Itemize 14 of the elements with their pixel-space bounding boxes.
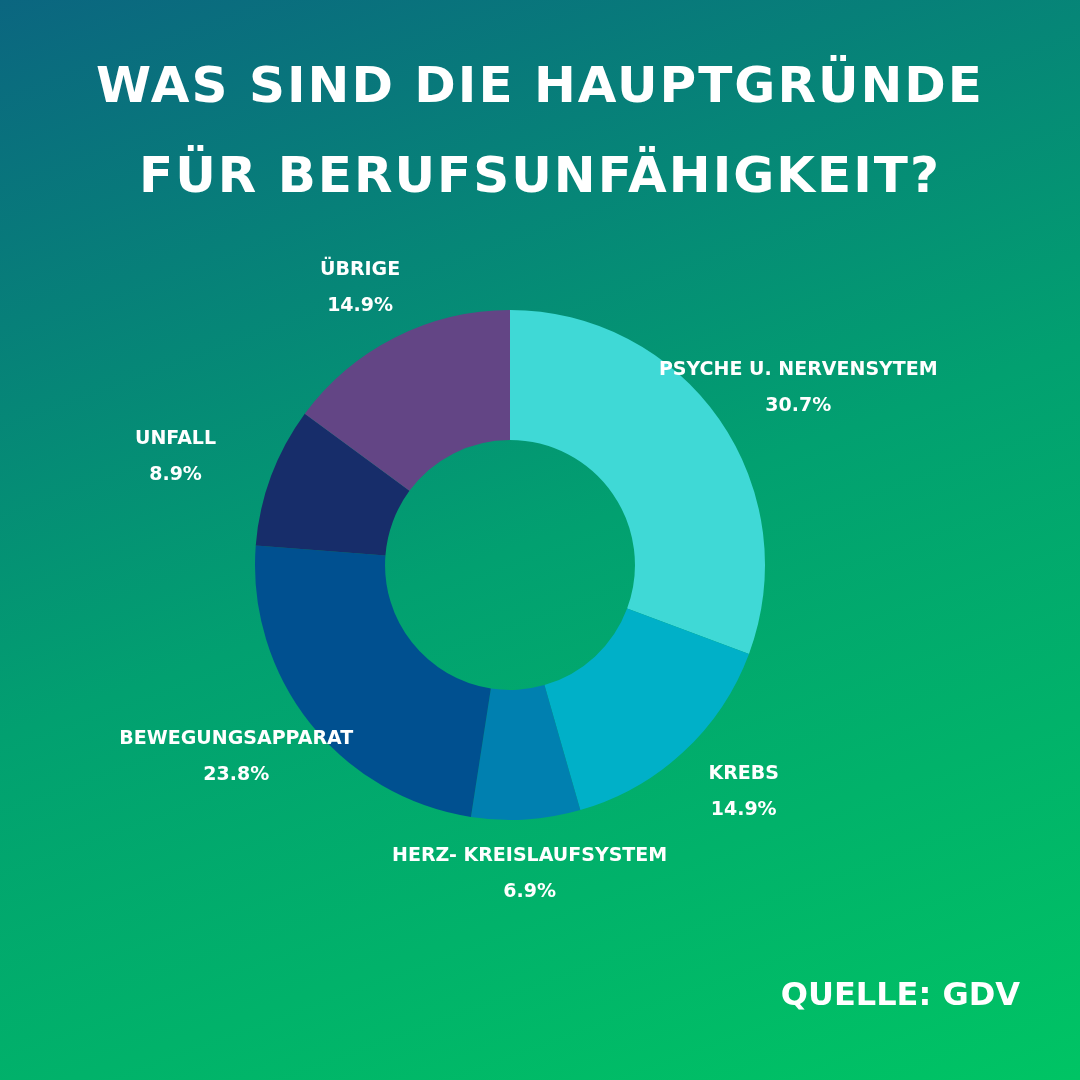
slice-label: BEWEGUNGSAPPARAT (119, 726, 354, 749)
data-label: 8.9% (149, 461, 202, 484)
slice-label: HERZ- KREISLAUFSYSTEM (392, 843, 668, 866)
source-note: QUELLE: GDV (780, 975, 1020, 1013)
slice-label: KREBS (708, 761, 779, 784)
data-label: 6.9% (503, 879, 556, 902)
data-label: 14.9% (710, 797, 777, 820)
slice-label: PSYCHE U. NERVENSYTEM (658, 357, 938, 380)
data-label: 14.9% (327, 293, 394, 316)
chart-title: WAS SIND DIE HAUPTGRÜNDE FÜR BERUFSUNFÄHIGKEIT? (94, 54, 986, 206)
data-label: 23.8% (203, 762, 270, 785)
data-label: 30.7% (765, 393, 832, 416)
slice-label: UNFALL (135, 425, 217, 448)
slice-label: ÜBRIGE (320, 256, 401, 280)
